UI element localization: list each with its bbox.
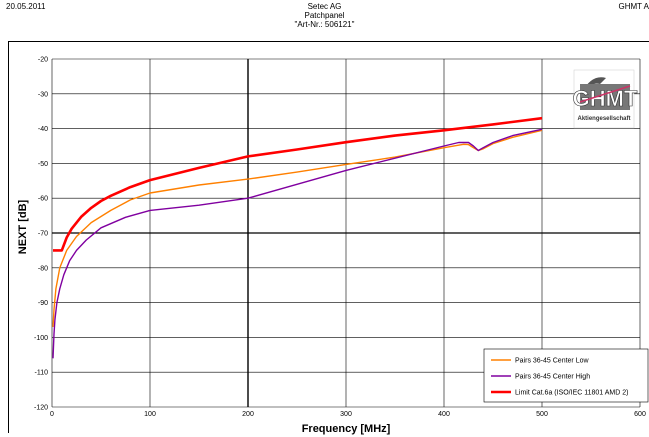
company-name: Setec AG	[307, 2, 342, 11]
y-tick-label: -70	[38, 231, 48, 238]
ghmt-logo: GHMT Aktiengesellschaft	[572, 69, 638, 129]
y-tick-label: -60	[38, 196, 48, 203]
legend-label: Limit Cat.6a (ISO/IEC 11801 AMD 2)	[515, 390, 628, 397]
logo-subtitle: Aktiengesellschaft	[577, 116, 630, 122]
y-tick-label: -100	[34, 335, 48, 342]
series-line	[52, 128, 543, 359]
y-tick-label: -120	[34, 405, 48, 412]
series-lines	[52, 116, 543, 359]
product-name: Patchpanel	[304, 11, 345, 20]
report-heading: Setec AG Patchpanel "Art-Nr.: 506121"	[0, 2, 649, 29]
report-date: 20.05.2011	[6, 2, 46, 11]
x-tick-label: 200	[242, 411, 254, 418]
y-tick-label: -80	[38, 265, 48, 272]
x-tick-label: 400	[438, 411, 450, 418]
y-tick-label: -90	[38, 300, 48, 307]
y-tick-label: -40	[38, 126, 48, 133]
y-axis-title: NEXT [dB]	[17, 199, 29, 254]
y-tick-label: -30	[38, 91, 48, 98]
legend-label: Pairs 36-45 Center Low	[515, 358, 589, 365]
y-tick-label: -110	[35, 370, 49, 377]
lab-label: GHMT A	[618, 2, 649, 11]
x-tick-label: 600	[634, 411, 646, 418]
x-tick-label: 100	[144, 411, 156, 418]
series-line	[52, 129, 543, 328]
chart-frame	[8, 41, 649, 433]
y-tick-label: -50	[38, 161, 48, 168]
x-axis-title: Frequency [MHz]	[302, 423, 391, 435]
article-number: "Art-Nr.: 506121"	[294, 20, 355, 29]
x-tick-label: 500	[536, 411, 548, 418]
grid-lines	[51, 58, 641, 408]
x-tick-label: 0	[50, 411, 54, 418]
y-tick-label: -20	[38, 57, 48, 64]
series-line	[53, 116, 543, 252]
x-tick-label: 300	[340, 411, 352, 418]
legend: Pairs 36-45 Center Low Pairs 36-45 Center…	[483, 348, 649, 403]
logo-letters: GHMT	[573, 86, 638, 111]
legend-label: Pairs 36-45 Center High	[515, 374, 590, 381]
